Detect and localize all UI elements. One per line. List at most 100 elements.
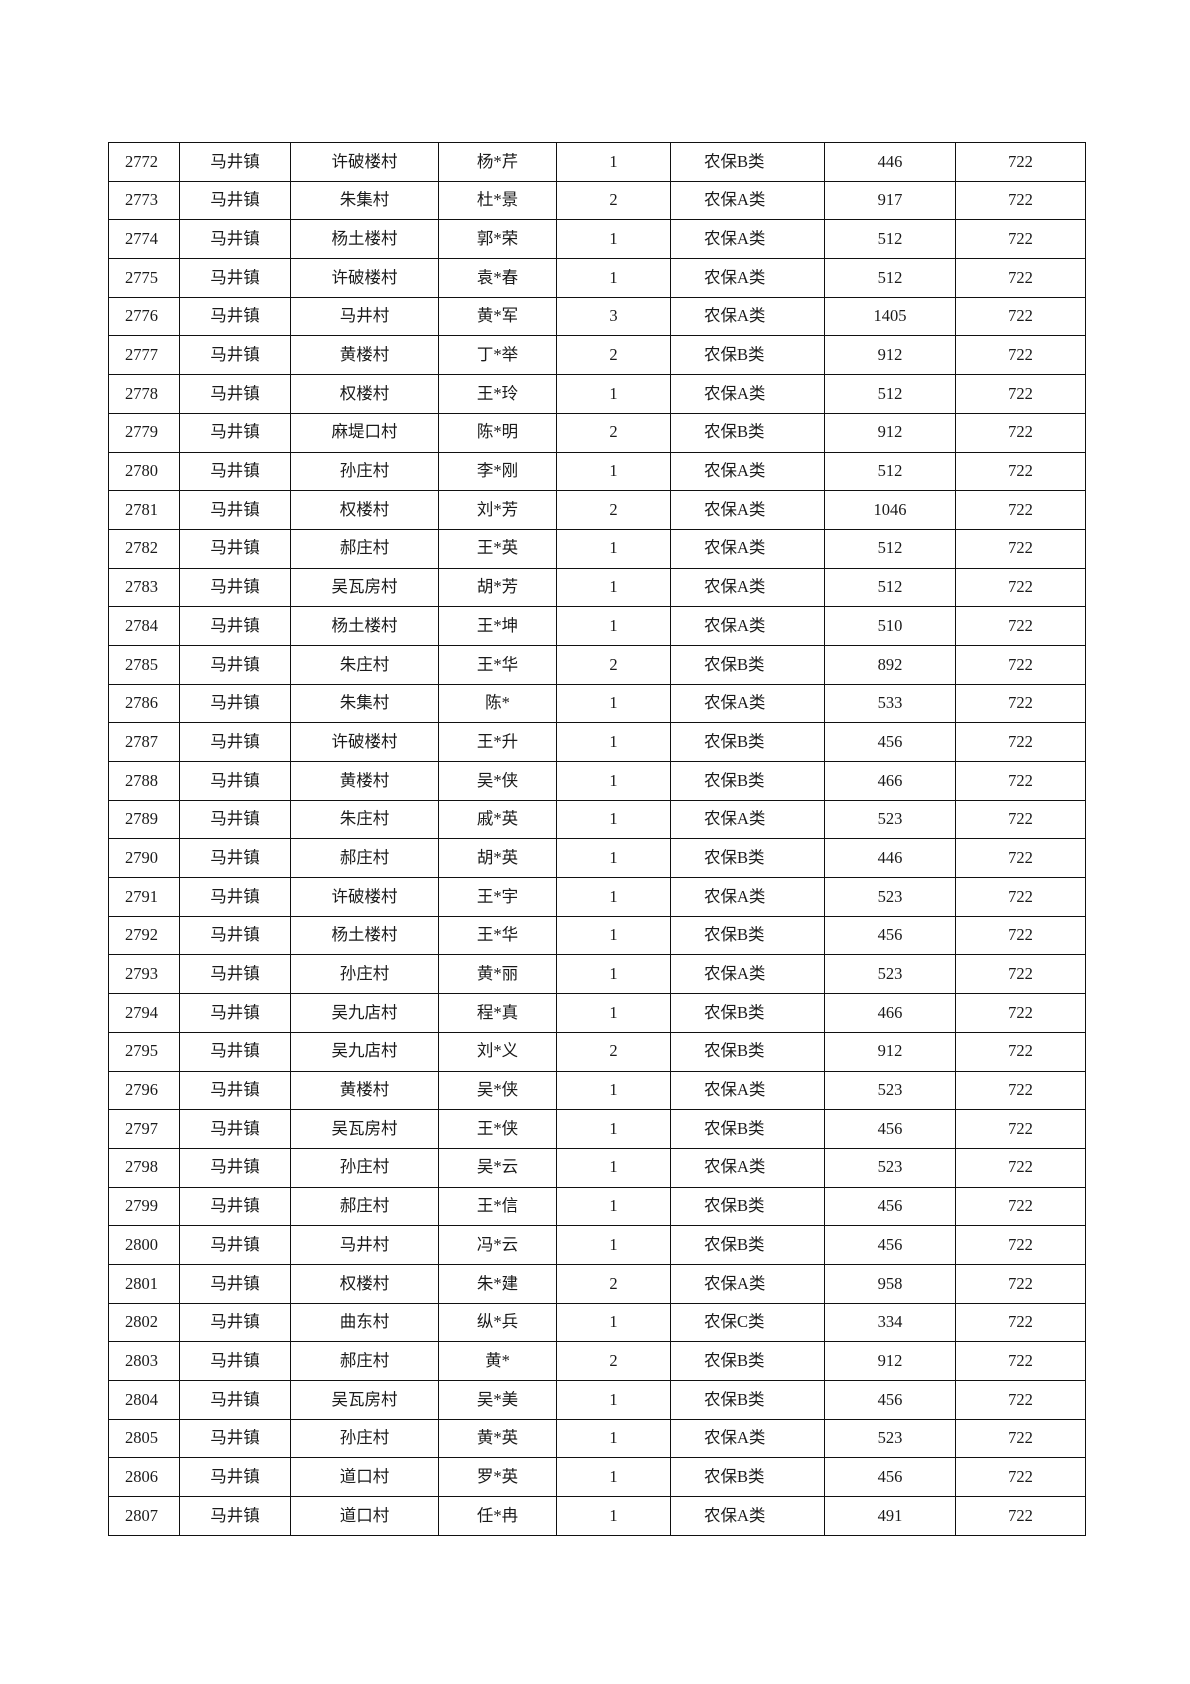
cell-village: 郝庄村 bbox=[290, 1341, 439, 1381]
cell-standard: 722 bbox=[955, 258, 1086, 298]
cell-insurance-type: 农保A类 bbox=[670, 258, 825, 298]
cell-village: 孙庄村 bbox=[290, 1418, 439, 1459]
cell-row-number: 2801 bbox=[108, 1263, 180, 1304]
cell-name: 罗*英 bbox=[438, 1457, 557, 1498]
cell-village: 曲东村 bbox=[290, 1302, 439, 1343]
cell-standard: 722 bbox=[955, 296, 1086, 337]
cell-row-number: 2777 bbox=[108, 335, 180, 376]
cell-household-size: 1 bbox=[556, 219, 671, 260]
table-row: 2784 马井镇 杨土楼村 王*坤 1 农保A类 510 722 bbox=[108, 606, 1086, 646]
cell-household-size: 1 bbox=[556, 722, 671, 762]
cell-town: 马井镇 bbox=[179, 1225, 291, 1265]
cell-town: 马井镇 bbox=[179, 1380, 291, 1420]
cell-village: 麻堤口村 bbox=[290, 412, 439, 453]
cell-insurance-type: 农保A类 bbox=[670, 490, 825, 530]
cell-name: 朱*建 bbox=[438, 1263, 557, 1304]
cell-village: 杨土楼村 bbox=[290, 219, 439, 260]
cell-standard: 722 bbox=[955, 1070, 1086, 1111]
cell-village: 朱集村 bbox=[290, 180, 439, 221]
cell-town: 马井镇 bbox=[179, 1341, 291, 1381]
cell-name: 黄*英 bbox=[438, 1418, 557, 1459]
cell-town: 马井镇 bbox=[179, 490, 291, 530]
cell-amount: 523 bbox=[824, 1147, 956, 1188]
cell-standard: 722 bbox=[955, 761, 1086, 801]
cell-row-number: 2804 bbox=[108, 1380, 180, 1420]
cell-village: 马井村 bbox=[290, 296, 439, 337]
cell-amount: 512 bbox=[824, 528, 956, 569]
cell-row-number: 2800 bbox=[108, 1225, 180, 1265]
cell-standard: 722 bbox=[955, 567, 1086, 608]
cell-standard: 722 bbox=[955, 180, 1086, 221]
cell-row-number: 2790 bbox=[108, 838, 180, 879]
cell-name: 吴*侠 bbox=[438, 761, 557, 801]
cell-amount: 912 bbox=[824, 412, 956, 453]
cell-insurance-type: 农保A类 bbox=[670, 1418, 825, 1459]
cell-amount: 523 bbox=[824, 1070, 956, 1111]
table-row: 2781 马井镇 权楼村 刘*芳 2 农保A类 1046 722 bbox=[108, 490, 1086, 530]
cell-amount: 1046 bbox=[824, 490, 956, 530]
cell-row-number: 2780 bbox=[108, 451, 180, 492]
cell-row-number: 2785 bbox=[108, 644, 180, 685]
cell-town: 马井镇 bbox=[179, 644, 291, 685]
cell-village: 黄楼村 bbox=[290, 761, 439, 801]
cell-insurance-type: 农保B类 bbox=[670, 1109, 825, 1149]
cell-household-size: 1 bbox=[556, 799, 671, 840]
cell-household-size: 1 bbox=[556, 1147, 671, 1188]
cell-amount: 510 bbox=[824, 606, 956, 646]
cell-name: 郭*荣 bbox=[438, 219, 557, 260]
cell-town: 马井镇 bbox=[179, 799, 291, 840]
cell-village: 道口村 bbox=[290, 1496, 439, 1536]
cell-village: 朱庄村 bbox=[290, 644, 439, 685]
cell-amount: 912 bbox=[824, 1031, 956, 1072]
cell-insurance-type: 农保A类 bbox=[670, 877, 825, 917]
cell-row-number: 2806 bbox=[108, 1457, 180, 1498]
cell-insurance-type: 农保A类 bbox=[670, 1070, 825, 1111]
cell-insurance-type: 农保A类 bbox=[670, 1263, 825, 1304]
cell-standard: 722 bbox=[955, 1147, 1086, 1188]
cell-row-number: 2807 bbox=[108, 1496, 180, 1536]
cell-row-number: 2782 bbox=[108, 528, 180, 569]
cell-standard: 722 bbox=[955, 451, 1086, 492]
cell-household-size: 2 bbox=[556, 1031, 671, 1072]
cell-row-number: 2783 bbox=[108, 567, 180, 608]
cell-amount: 456 bbox=[824, 915, 956, 956]
cell-insurance-type: 农保A类 bbox=[670, 954, 825, 995]
table-row: 2787 马井镇 许破楼村 王*升 1 农保B类 456 722 bbox=[108, 722, 1086, 762]
cell-household-size: 1 bbox=[556, 915, 671, 956]
cell-household-size: 1 bbox=[556, 567, 671, 608]
cell-row-number: 2779 bbox=[108, 412, 180, 453]
cell-row-number: 2781 bbox=[108, 490, 180, 530]
cell-town: 马井镇 bbox=[179, 335, 291, 376]
cell-amount: 512 bbox=[824, 219, 956, 260]
table-row: 2786 马井镇 朱集村 陈* 1 农保A类 533 722 bbox=[108, 683, 1086, 724]
cell-amount: 466 bbox=[824, 761, 956, 801]
cell-standard: 722 bbox=[955, 722, 1086, 762]
cell-standard: 722 bbox=[955, 374, 1086, 414]
cell-town: 马井镇 bbox=[179, 1186, 291, 1227]
cell-standard: 722 bbox=[955, 993, 1086, 1033]
cell-household-size: 1 bbox=[556, 1225, 671, 1265]
cell-name: 陈*明 bbox=[438, 412, 557, 453]
cell-household-size: 3 bbox=[556, 296, 671, 337]
table-row: 2774 马井镇 杨土楼村 郭*荣 1 农保A类 512 722 bbox=[108, 219, 1086, 260]
cell-village: 许破楼村 bbox=[290, 722, 439, 762]
cell-insurance-type: 农保A类 bbox=[670, 219, 825, 260]
cell-amount: 523 bbox=[824, 877, 956, 917]
cell-name: 袁*春 bbox=[438, 258, 557, 298]
cell-name: 王*升 bbox=[438, 722, 557, 762]
table-row: 2780 马井镇 孙庄村 李*刚 1 农保A类 512 722 bbox=[108, 451, 1086, 492]
cell-name: 王*英 bbox=[438, 528, 557, 569]
cell-village: 吴九店村 bbox=[290, 1031, 439, 1072]
cell-row-number: 2784 bbox=[108, 606, 180, 646]
cell-amount: 466 bbox=[824, 993, 956, 1033]
cell-insurance-type: 农保C类 bbox=[670, 1302, 825, 1343]
cell-amount: 523 bbox=[824, 1418, 956, 1459]
data-table: 2772 马井镇 许破楼村 杨*芹 1 农保B类 446 722 2773 马井镇 朱集村 杜*景 2 农… bbox=[108, 142, 1086, 1536]
table-body: 2772 马井镇 许破楼村 杨*芹 1 农保B类 446 722 2773 马井镇 朱集村 杜*景 2 农… bbox=[108, 142, 1086, 1536]
cell-household-size: 2 bbox=[556, 490, 671, 530]
cell-standard: 722 bbox=[955, 1457, 1086, 1498]
cell-village: 权楼村 bbox=[290, 490, 439, 530]
cell-row-number: 2792 bbox=[108, 915, 180, 956]
cell-village: 权楼村 bbox=[290, 374, 439, 414]
cell-household-size: 1 bbox=[556, 761, 671, 801]
